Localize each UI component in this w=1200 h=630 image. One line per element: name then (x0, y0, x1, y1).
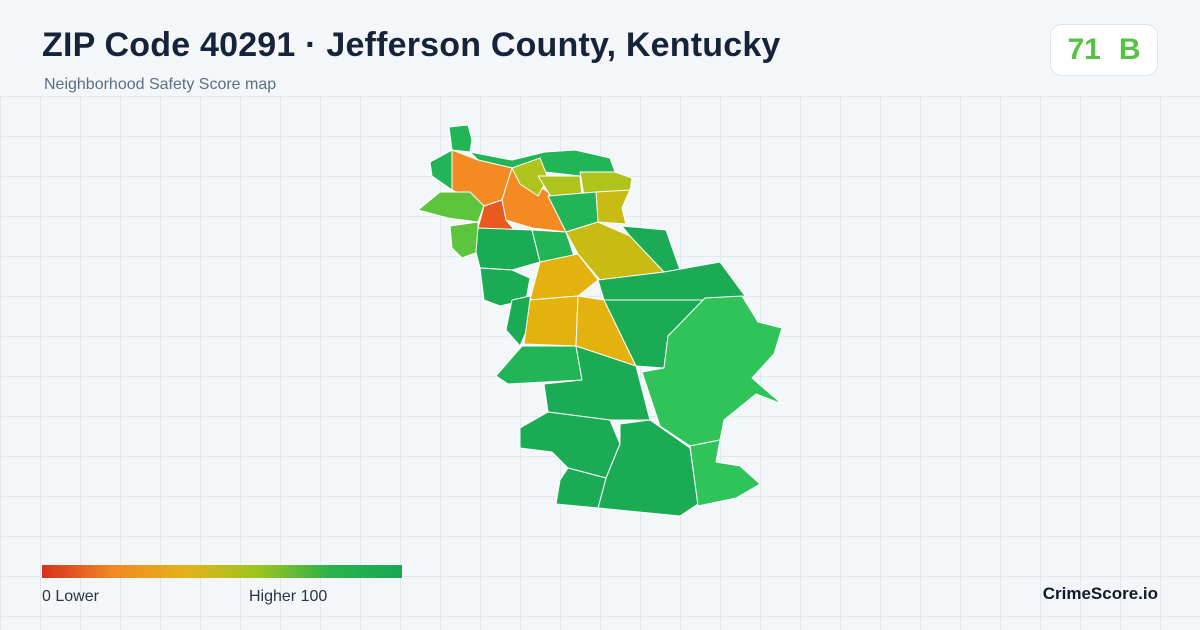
tract-west-edge[interactable] (429, 149, 453, 191)
legend-max-label: Higher 100 (249, 588, 328, 605)
page-title: ZIP Code 40291 · Jefferson County, Kentu… (42, 26, 781, 64)
tract-lime-west[interactable] (417, 191, 485, 223)
tract-green-southeast[interactable] (689, 439, 761, 507)
tract-green-south-1[interactable] (495, 345, 583, 385)
tract-lime-southwest[interactable] (449, 221, 479, 259)
zip-code-map[interactable] (400, 116, 800, 526)
tract-green-east-large[interactable] (641, 295, 783, 447)
score-value: 71 (1067, 33, 1101, 66)
tract-olive-1[interactable] (511, 157, 549, 197)
tract-green-west-1[interactable] (475, 227, 541, 271)
tract-amber-north[interactable] (529, 253, 599, 301)
page-subtitle: Neighborhood Safety Score map (44, 76, 277, 93)
tract-green-south-5[interactable] (555, 467, 607, 509)
legend-min-label: 0 Lower (42, 588, 99, 605)
tract-amber-west[interactable] (523, 295, 579, 347)
tract-north-tip[interactable] (448, 124, 473, 153)
score-badge: 71 B (1050, 24, 1158, 76)
tract-red[interactable] (477, 199, 517, 233)
header (0, 0, 1200, 96)
brand-logo-text: CrimeScore.io (1042, 584, 1158, 603)
legend-color-bar (42, 565, 402, 578)
tract-green-south-4[interactable] (597, 419, 699, 517)
score-grade: B (1118, 33, 1141, 66)
tract-olive-4[interactable] (595, 189, 631, 225)
